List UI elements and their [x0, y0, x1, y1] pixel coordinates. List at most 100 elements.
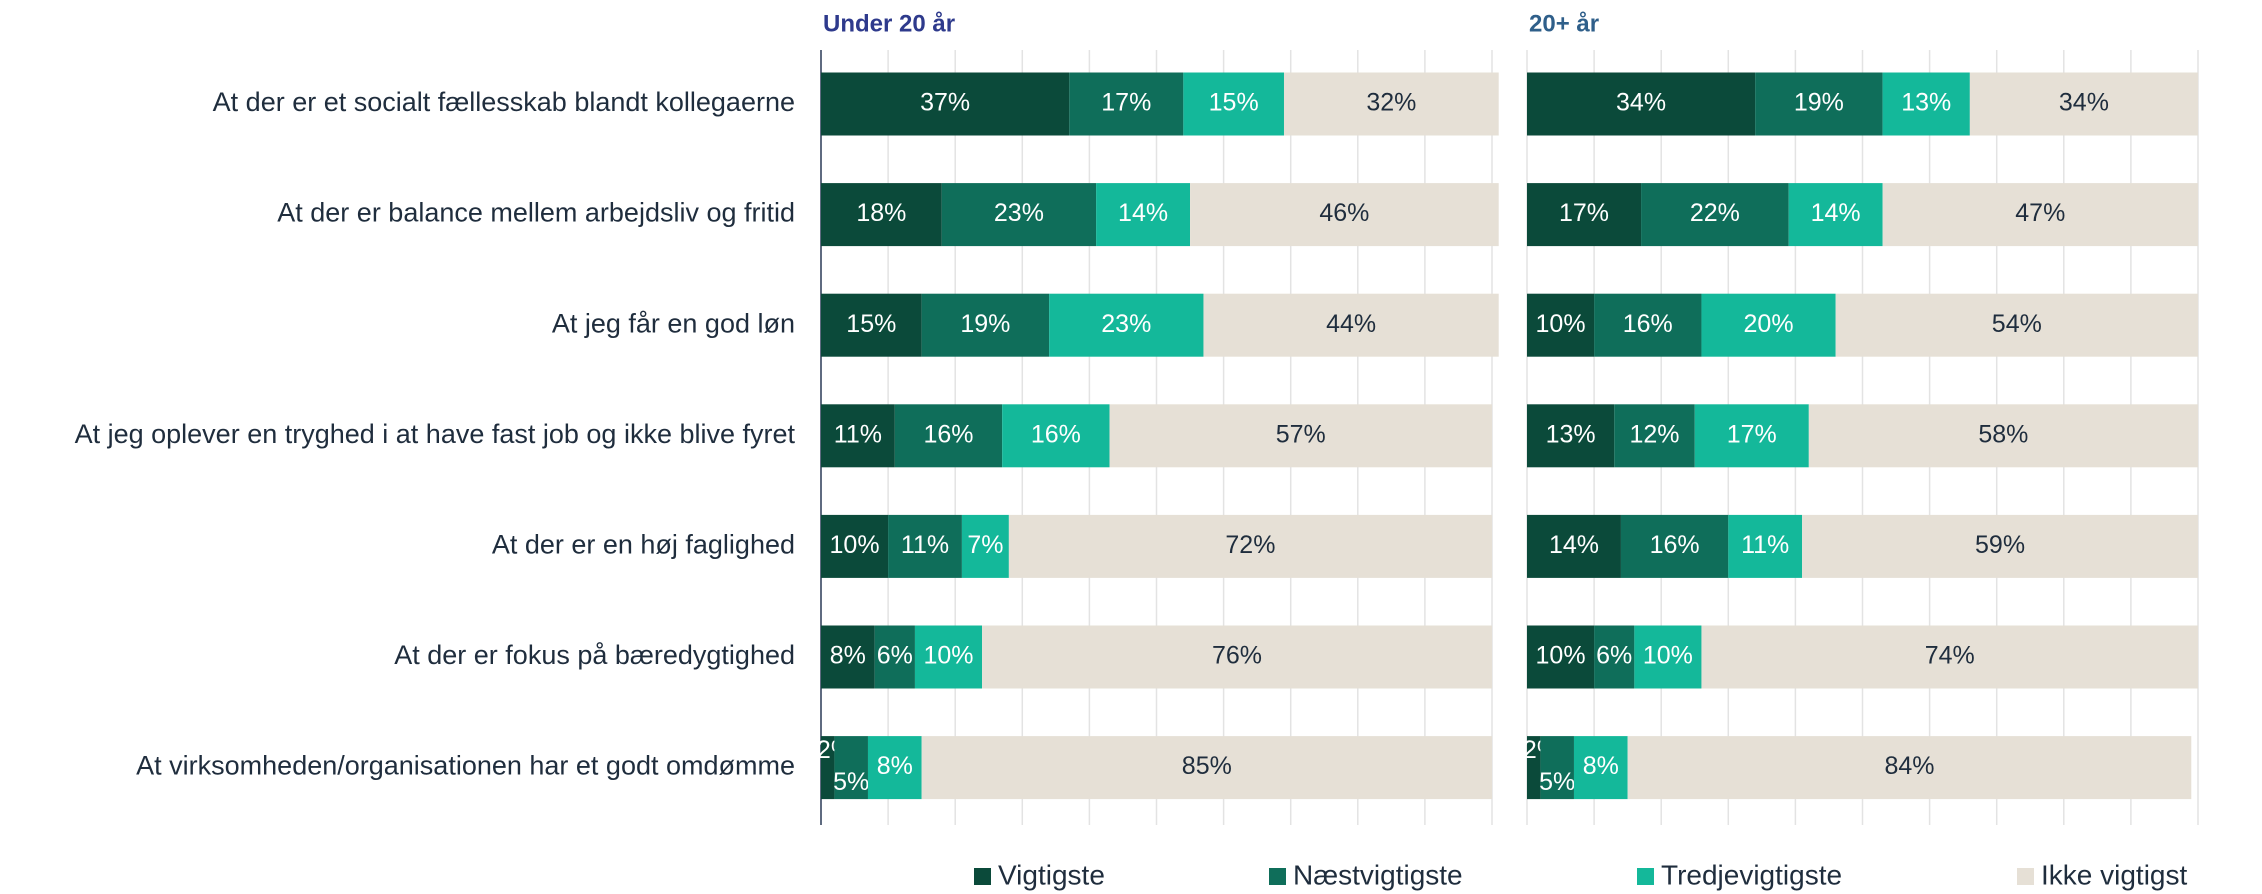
value-label: 10%	[923, 642, 973, 670]
bar-segment	[1882, 183, 2198, 247]
bar-segment	[1096, 183, 1191, 247]
bar-segment	[867, 736, 922, 800]
value-label: 85%	[1182, 752, 1232, 780]
value-label: 16%	[923, 420, 973, 448]
bar-segment	[821, 514, 889, 578]
value-label: 34%	[2059, 89, 2109, 117]
value-label: 14%	[1118, 199, 1168, 227]
category-label: At virksomheden/organisationen har et go…	[136, 751, 795, 781]
bar-segment	[1594, 293, 1702, 357]
bar-segment	[894, 404, 1003, 468]
legend-swatch	[1269, 868, 1286, 885]
value-label: 76%	[1212, 642, 1262, 670]
bar-segment	[874, 625, 915, 689]
value-label: 5%	[1539, 768, 1575, 796]
bar-segment	[1641, 183, 1789, 247]
value-label: 7%	[967, 531, 1003, 559]
category-label: At der er fokus på bæredygtighed	[394, 640, 795, 670]
value-label: 10%	[1536, 642, 1586, 670]
bar-segment	[1694, 404, 1809, 468]
legend-label: Vigtigste	[998, 859, 1105, 890]
bar-segment	[1183, 72, 1284, 136]
bar-segment	[961, 514, 1009, 578]
bar-segment	[1203, 293, 1499, 357]
bar-segment	[1527, 736, 1541, 800]
bar-segment	[1527, 514, 1621, 578]
value-label: 47%	[2015, 199, 2065, 227]
bar-segment	[921, 293, 1050, 357]
bar-segment	[1527, 625, 1595, 689]
bar-segment	[1802, 514, 2198, 578]
value-label: 12%	[1629, 420, 1679, 448]
value-label: 57%	[1276, 420, 1326, 448]
value-label: 84%	[1884, 752, 1934, 780]
value-label: 16%	[1031, 420, 1081, 448]
value-label: 74%	[1925, 642, 1975, 670]
bar-segment	[821, 736, 835, 800]
bar-segment	[941, 183, 1097, 247]
value-label: 17%	[1101, 89, 1151, 117]
value-label: 22%	[1690, 199, 1740, 227]
bar-segment	[821, 72, 1070, 136]
value-label: 8%	[1583, 752, 1619, 780]
bar-segment	[1109, 404, 1492, 468]
value-label: 72%	[1225, 531, 1275, 559]
bar-segment	[1755, 72, 1883, 136]
bar-segment	[1527, 72, 1756, 136]
value-label: 10%	[1643, 642, 1693, 670]
bar-segment	[1788, 183, 1883, 247]
value-label: 32%	[1366, 89, 1416, 117]
bar-segment	[1573, 736, 1628, 800]
bar-segment	[1069, 72, 1184, 136]
value-label: 15%	[1209, 89, 1259, 117]
legend-label: Næstvigtigste	[1293, 859, 1463, 890]
category-label: At jeg får en god løn	[552, 308, 795, 338]
chart-title: Under 20 år	[823, 10, 955, 37]
bar-segment	[1002, 404, 1110, 468]
category-label: At der er en høj faglighed	[492, 530, 795, 560]
value-label: 37%	[920, 89, 970, 117]
value-label: 59%	[1975, 531, 2025, 559]
value-label: 23%	[994, 199, 1044, 227]
bar-segment	[821, 404, 895, 468]
bar-segment	[921, 736, 1492, 800]
value-label: 16%	[1650, 531, 1700, 559]
value-label: 34%	[1616, 89, 1666, 117]
legend-swatch	[1637, 868, 1654, 885]
bar-segment	[1527, 404, 1615, 468]
value-label: 6%	[1596, 642, 1632, 670]
bar-segment	[1701, 625, 2198, 689]
bar-segment	[1620, 514, 1729, 578]
bar-segment	[1728, 514, 1803, 578]
category-label: At der er balance mellem arbejdsliv og f…	[277, 198, 795, 228]
bar-segment	[1882, 72, 1970, 136]
value-label: 13%	[1901, 89, 1951, 117]
legend-label: Tredjevigtigste	[1661, 859, 1842, 890]
bar-segment	[1627, 736, 2192, 800]
value-label: 8%	[877, 752, 913, 780]
value-label: 54%	[1992, 310, 2042, 338]
bar-segment	[1614, 404, 1695, 468]
bar-segment	[1835, 293, 2198, 357]
category-label: At der er et socialt fællesskab blandt k…	[213, 87, 795, 117]
bar-segment	[834, 736, 868, 800]
value-label: 18%	[856, 199, 906, 227]
bar-segment	[1634, 625, 1702, 689]
value-label: 17%	[1559, 199, 1609, 227]
chart-title: 20+ år	[1529, 10, 1599, 37]
bar-segment	[821, 293, 922, 357]
bar-segment	[888, 514, 962, 578]
bar-segment	[1190, 183, 1499, 247]
legend-label: Ikke vigtigst	[2041, 859, 2187, 890]
value-label: 10%	[830, 531, 880, 559]
category-label: At jeg oplever en tryghed i at have fast…	[75, 419, 796, 449]
value-label: 16%	[1623, 310, 1673, 338]
value-label: 11%	[834, 420, 882, 448]
value-label: 6%	[877, 642, 913, 670]
bar-segment	[821, 183, 942, 247]
value-label: 44%	[1326, 310, 1376, 338]
value-label: 19%	[960, 310, 1010, 338]
value-label: 11%	[901, 531, 949, 559]
value-label: 15%	[846, 310, 896, 338]
